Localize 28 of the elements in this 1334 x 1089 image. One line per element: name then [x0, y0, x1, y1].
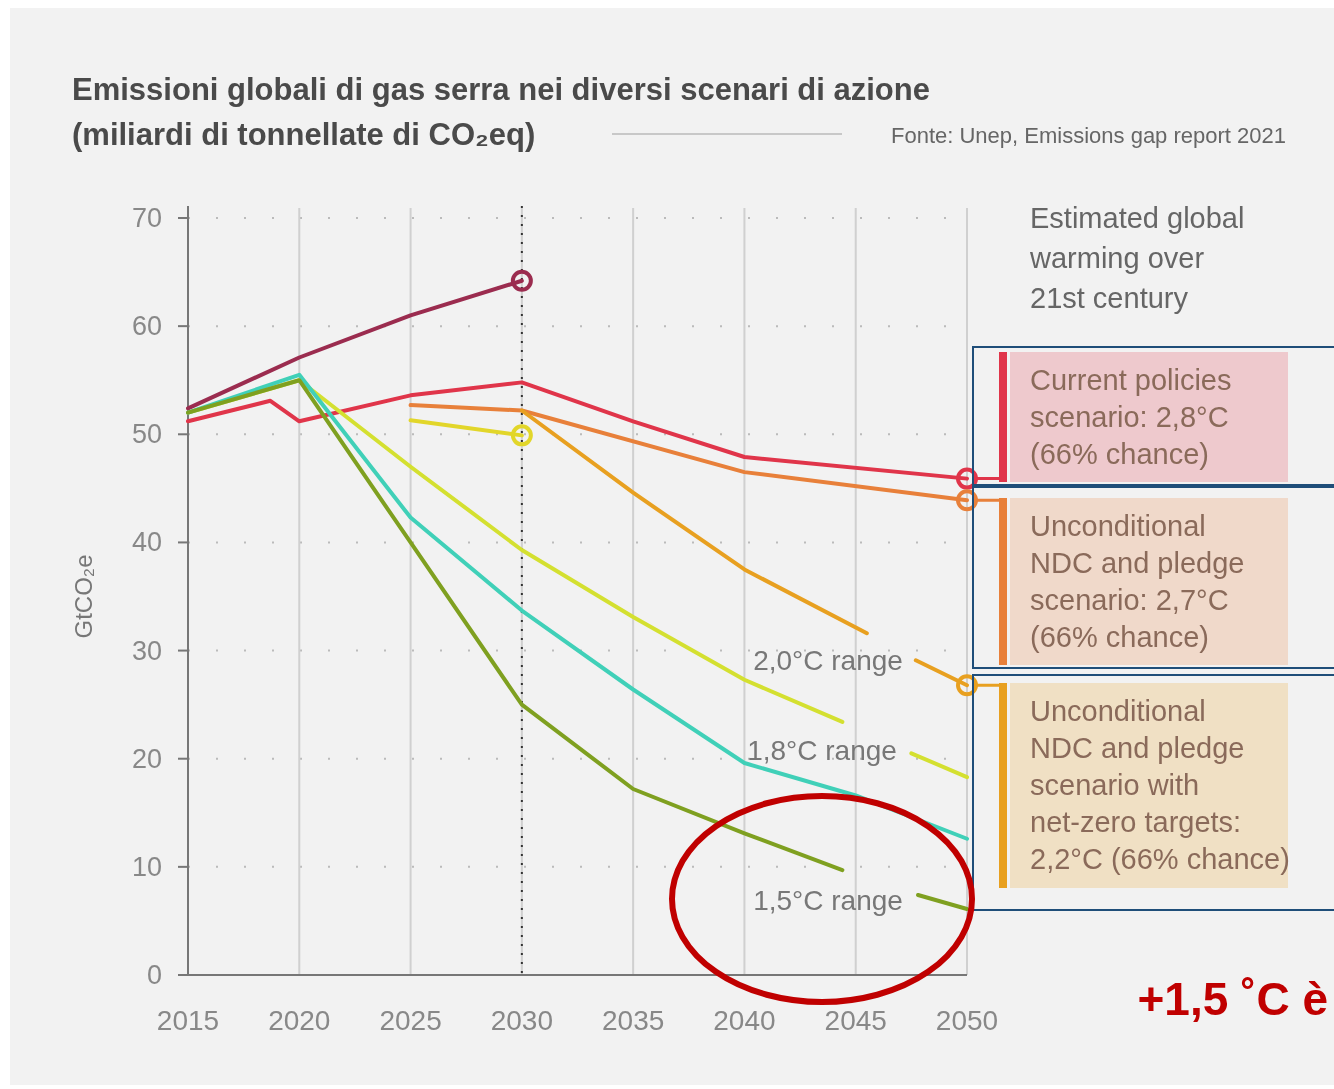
- y-tick-label: 60: [131, 311, 162, 342]
- x-tick-label: 2050: [935, 1005, 999, 1036]
- x-tick-label: 2020: [268, 1005, 331, 1036]
- y-tick-label: 10: [131, 851, 162, 882]
- text: Unconditional NDC and pledge scenario: 2,7°C (66% chance): [1030, 510, 1245, 653]
- chart-subtitle: (miliardi di tonnellate di CO₂eq): [72, 117, 536, 152]
- x-tick-label: 2025: [379, 1005, 442, 1036]
- text: +1,5 ˚C è: [1137, 973, 1328, 1025]
- source-note: Fonte: Unep, Emissions gap report 2021: [890, 123, 1286, 148]
- y-tick-label: 30: [131, 635, 162, 666]
- y-axis-title: GtCO₂e: [70, 554, 97, 639]
- y-tick-label: 40: [131, 527, 162, 558]
- x-tick-label: 2015: [156, 1005, 220, 1036]
- x-tick-label: 2035: [601, 1005, 665, 1036]
- annotation: 1,5°C range: [753, 885, 903, 916]
- text: Unconditional NDC and pledge scenario with net-zero targets: 2,2°C (66% chance): [1030, 695, 1290, 875]
- y-tick-label: 0: [146, 960, 162, 990]
- x-tick-label: 2045: [824, 1005, 887, 1036]
- annotation: 2,0°C range: [753, 645, 903, 676]
- text: Current policies scenario: 2,8°C (66% chance): [1030, 364, 1232, 470]
- annotation: 1,8°C range: [747, 735, 897, 766]
- chart-title: Emissioni globali di gas serra nei diversi scenari di azione: [72, 72, 930, 107]
- y-tick-label: 20: [131, 743, 162, 774]
- y-tick-label: 70: [131, 203, 162, 233]
- y-tick-label: 50: [131, 419, 162, 450]
- text: Estimated global warming over 21st century: [1029, 202, 1245, 314]
- x-tick-label: 2030: [490, 1005, 554, 1036]
- x-tick-label: 2040: [713, 1005, 776, 1036]
